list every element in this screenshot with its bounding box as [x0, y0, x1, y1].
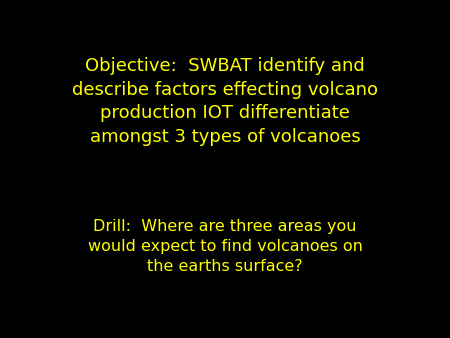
Text: Objective:  SWBAT identify and
describe factors effecting volcano
production IOT: Objective: SWBAT identify and describe f… — [72, 57, 378, 146]
Text: Drill:  Where are three areas you
would expect to find volcanoes on
the earths s: Drill: Where are three areas you would e… — [88, 219, 362, 274]
